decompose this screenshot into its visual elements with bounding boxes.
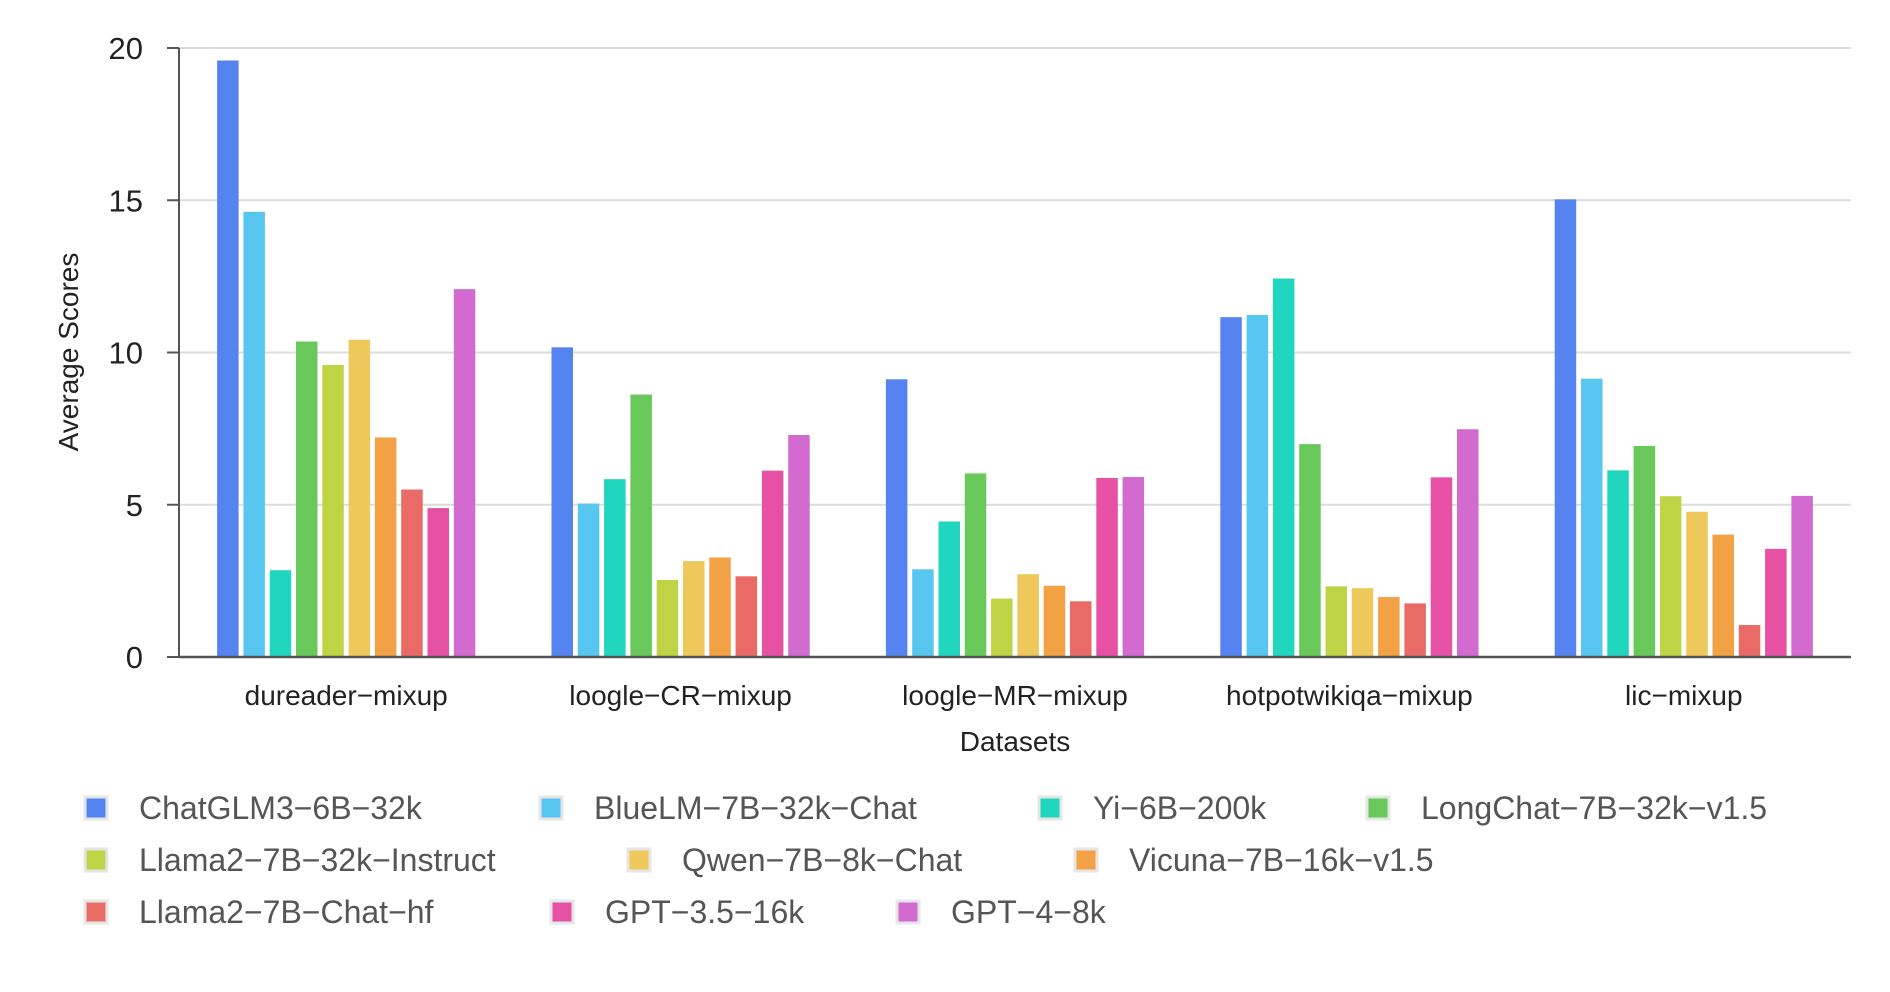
- x-tick-label: lic−mixup: [1625, 680, 1742, 711]
- bar[interactable]: [604, 479, 626, 657]
- bar[interactable]: [551, 347, 574, 657]
- legend-label: Qwen−7B−8k−Chat: [682, 842, 962, 878]
- bar[interactable]: [1607, 470, 1629, 657]
- bar[interactable]: [1122, 477, 1145, 657]
- x-tick-label: hotpotwikiqa−mixup: [1226, 680, 1473, 711]
- y-tick-label: 10: [109, 336, 143, 371]
- bar[interactable]: [269, 570, 292, 657]
- y-tick-label: 0: [126, 640, 143, 675]
- bar[interactable]: [1765, 548, 1787, 657]
- bar[interactable]: [427, 508, 450, 657]
- bar[interactable]: [217, 60, 239, 658]
- bar[interactable]: [912, 569, 934, 657]
- x-tick-label: dureader−mixup: [245, 680, 448, 711]
- bar[interactable]: [1096, 477, 1118, 657]
- bar[interactable]: [656, 579, 679, 657]
- bar[interactable]: [1351, 588, 1374, 657]
- legend-swatch: [1073, 847, 1099, 873]
- bar[interactable]: [1581, 378, 1603, 657]
- bar[interactable]: [1712, 534, 1735, 657]
- legend-label: GPT−3.5−16k: [605, 894, 805, 930]
- bar[interactable]: [964, 473, 987, 657]
- legend-label: Llama2−7B−Chat−hf: [139, 894, 434, 930]
- legend-item[interactable]: GPT−3.5−16k: [549, 894, 805, 930]
- legend-swatch: [83, 795, 109, 821]
- bar[interactable]: [348, 339, 371, 657]
- bar[interactable]: [1659, 496, 1682, 657]
- legend-item[interactable]: Vicuna−7B−16k−v1.5: [1073, 842, 1434, 878]
- x-axis-title: Datasets: [960, 726, 1071, 757]
- legend-label: Llama2−7B−32k−Instruct: [139, 842, 496, 878]
- legend-item[interactable]: BlueLM−7B−32k−Chat: [538, 790, 917, 826]
- legend-swatch: [549, 899, 575, 925]
- bar[interactable]: [1220, 317, 1242, 657]
- bar[interactable]: [243, 211, 265, 658]
- legend-swatch: [1037, 795, 1063, 821]
- legend-swatch: [538, 795, 564, 821]
- bars: [217, 60, 1813, 658]
- bar[interactable]: [630, 394, 652, 657]
- bar[interactable]: [453, 289, 476, 657]
- axes: [178, 48, 1851, 659]
- legend-item[interactable]: GPT−4−8k: [895, 894, 1107, 930]
- bar[interactable]: [374, 437, 397, 657]
- bar[interactable]: [1070, 601, 1092, 657]
- legend-item[interactable]: Qwen−7B−8k−Chat: [626, 842, 962, 878]
- bar[interactable]: [683, 561, 705, 657]
- bar[interactable]: [1378, 597, 1400, 657]
- legend-item[interactable]: Yi−6B−200k: [1037, 790, 1267, 826]
- bar[interactable]: [709, 557, 731, 657]
- bar[interactable]: [885, 379, 908, 657]
- bar[interactable]: [296, 341, 318, 657]
- x-tick-label: loogle−CR−mixup: [569, 680, 792, 711]
- bar[interactable]: [1017, 574, 1039, 657]
- bar[interactable]: [1554, 199, 1577, 658]
- legend-label: ChatGLM3−6B−32k: [139, 790, 423, 826]
- legend-label: GPT−4−8k: [951, 894, 1107, 930]
- bar[interactable]: [1633, 445, 1656, 657]
- legend-swatch: [895, 899, 921, 925]
- bar[interactable]: [1430, 477, 1453, 657]
- legend-item[interactable]: LongChat−7B−32k−v1.5: [1365, 790, 1767, 826]
- legend-item[interactable]: Llama2−7B−32k−Instruct: [83, 842, 496, 878]
- bar[interactable]: [761, 470, 784, 657]
- bar[interactable]: [1686, 511, 1708, 657]
- bar[interactable]: [1272, 278, 1295, 657]
- bar[interactable]: [735, 576, 758, 657]
- bar[interactable]: [1246, 315, 1269, 657]
- bar[interactable]: [577, 503, 600, 657]
- bar[interactable]: [401, 489, 423, 657]
- bar[interactable]: [322, 364, 344, 657]
- legend-swatch: [83, 899, 109, 925]
- y-axis-title: Average Scores: [53, 253, 84, 452]
- legend: ChatGLM3−6B−32k BlueLM−7B−32k−Chat Yi−6B−2…: [83, 790, 1767, 930]
- y-tick-labels: 0 5 10 15 20: [109, 31, 143, 675]
- bar[interactable]: [1043, 585, 1066, 657]
- bar[interactable]: [1457, 429, 1479, 657]
- bar[interactable]: [1791, 495, 1813, 657]
- legend-label: Vicuna−7B−16k−v1.5: [1129, 842, 1434, 878]
- legend-item[interactable]: ChatGLM3−6B−32k: [83, 790, 423, 826]
- bar[interactable]: [1325, 586, 1348, 657]
- legend-swatch: [626, 847, 652, 873]
- bar[interactable]: [1299, 444, 1321, 657]
- bar[interactable]: [788, 435, 810, 657]
- legend-swatch: [1365, 795, 1391, 821]
- y-tick-label: 5: [126, 488, 143, 523]
- legend-label: BlueLM−7B−32k−Chat: [594, 790, 917, 826]
- bar[interactable]: [991, 598, 1013, 657]
- y-tick-label: 20: [109, 31, 143, 66]
- x-tick-label: loogle−MR−mixup: [902, 680, 1128, 711]
- bar[interactable]: [1738, 625, 1761, 657]
- legend-swatch: [83, 847, 109, 873]
- legend-label: Yi−6B−200k: [1093, 790, 1267, 826]
- bar[interactable]: [1404, 603, 1426, 657]
- legend-label: LongChat−7B−32k−v1.5: [1421, 790, 1767, 826]
- legend-item[interactable]: Llama2−7B−Chat−hf: [83, 894, 434, 930]
- y-tick-label: 15: [109, 183, 143, 218]
- bar[interactable]: [938, 521, 961, 657]
- x-tick-labels: dureader−mixup loogle−CR−mixup loogle−MR−m…: [245, 680, 1743, 711]
